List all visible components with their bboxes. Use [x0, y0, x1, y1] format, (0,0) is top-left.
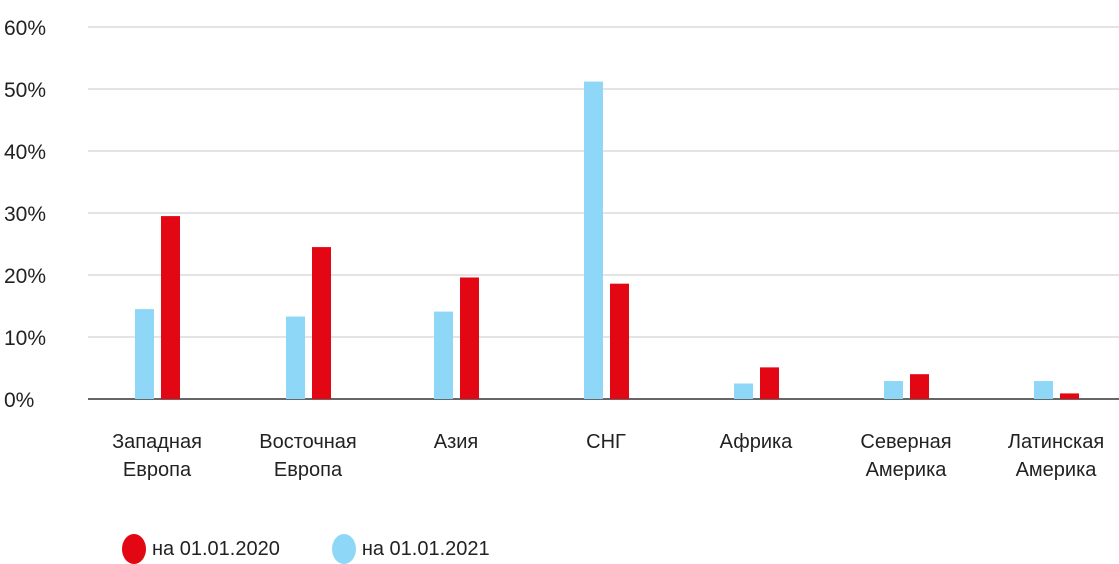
- bar: [460, 277, 479, 399]
- bar: [312, 247, 331, 399]
- bar: [584, 81, 603, 399]
- y-tick-label: 40%: [4, 141, 46, 164]
- legend-label-2021: на 01.01.2021: [361, 537, 490, 560]
- bar: [434, 311, 453, 399]
- bar: [135, 309, 154, 399]
- category-label: Европа: [274, 459, 343, 481]
- x-axis-labels: Западная Европа Восточная Европа Азия СНГ Афри…: [112, 431, 1104, 481]
- legend-label-2020: на 01.01.2020: [152, 537, 280, 560]
- y-tick-label: 60%: [4, 17, 46, 40]
- bar: [1034, 381, 1053, 399]
- bars: [135, 81, 1079, 399]
- y-tick-label: 0%: [4, 389, 34, 412]
- category-label: Западная: [112, 431, 202, 453]
- bar: [884, 381, 903, 399]
- bar: [760, 367, 779, 399]
- category-label: Восточная: [259, 431, 357, 453]
- chart: 0% 10% 20% 30% 40% 50% 60% Западная Европа Восто…: [4, 17, 1119, 481]
- category-label: Северная: [860, 431, 951, 453]
- legend-swatch-2020: [122, 534, 146, 564]
- bar: [910, 374, 929, 399]
- y-axis-ticks: 0% 10% 20% 30% 40% 50% 60%: [4, 17, 46, 412]
- category-label: Европа: [123, 459, 192, 481]
- bar: [1060, 393, 1079, 399]
- bar: [286, 316, 305, 399]
- category-label: Азия: [434, 431, 479, 453]
- bar: [610, 283, 629, 399]
- legend-swatch-2021: [331, 534, 356, 564]
- category-label: Африка: [720, 431, 794, 453]
- y-tick-label: 30%: [4, 203, 46, 226]
- y-tick-label: 50%: [4, 79, 46, 102]
- category-label: Америка: [1016, 459, 1098, 481]
- y-tick-label: 20%: [4, 265, 46, 288]
- category-label: СНГ: [586, 431, 626, 453]
- category-label: Латинская: [1008, 431, 1104, 453]
- bar: [161, 216, 180, 399]
- legend: на 01.01.2020 на 01.01.2021: [122, 534, 542, 564]
- gridlines: [88, 26, 1119, 400]
- legend-item-2021: на 01.01.2021: [331, 534, 490, 564]
- category-label: Америка: [866, 459, 948, 481]
- legend-item-2020: на 01.01.2020: [122, 534, 280, 564]
- bar: [734, 383, 753, 399]
- y-tick-label: 10%: [4, 327, 46, 350]
